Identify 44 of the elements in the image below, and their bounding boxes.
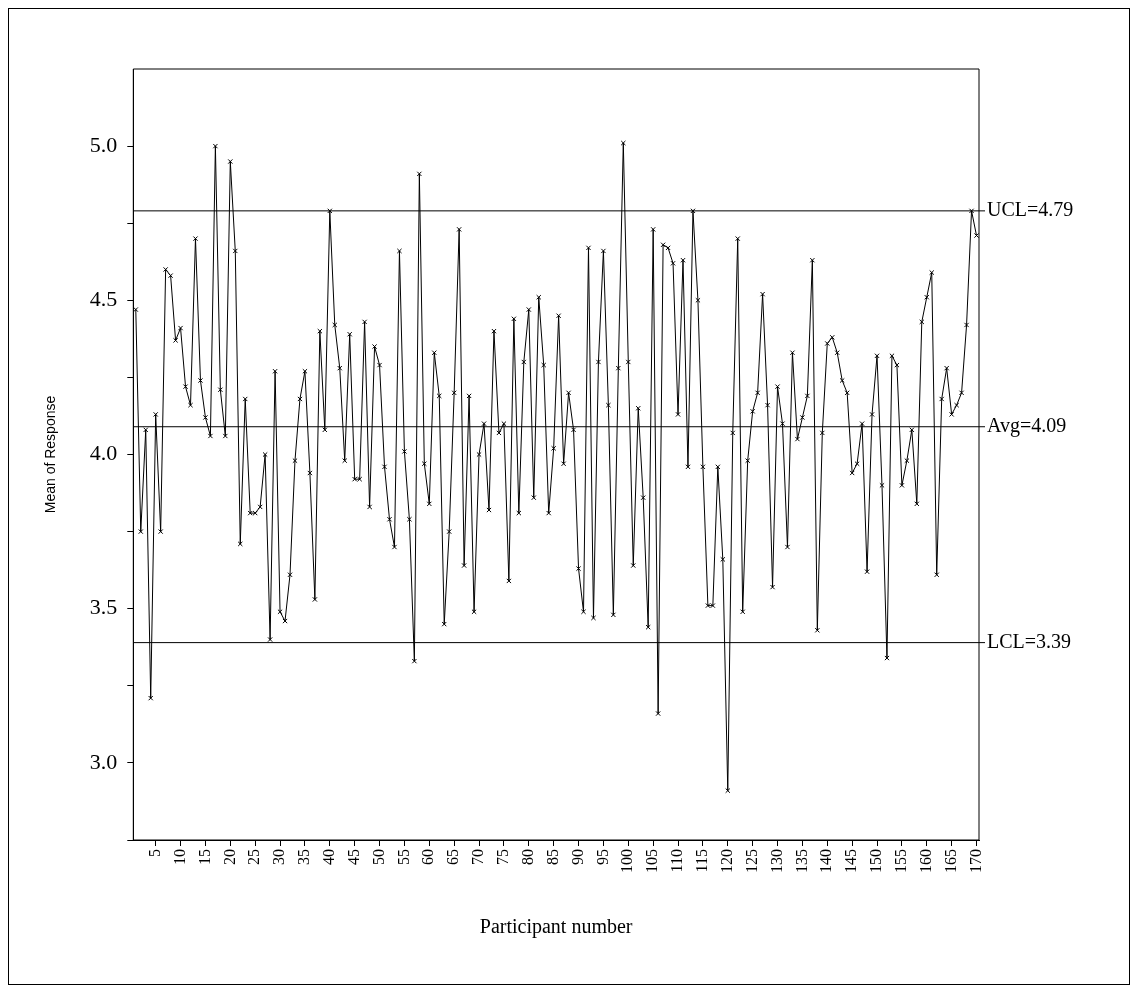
x-tick-label: 170 (966, 849, 984, 873)
ref-line-label: LCL=3.39 (987, 629, 1072, 652)
x-tick-label: 5 (145, 849, 163, 857)
x-tick-label: 90 (568, 849, 586, 865)
x-tick-label: 165 (941, 849, 959, 873)
x-tick-label: 25 (245, 849, 263, 865)
x-tick-label: 135 (792, 849, 810, 873)
x-tick-label: 110 (668, 849, 686, 873)
x-tick-label: 60 (419, 849, 437, 865)
x-tick-label: 115 (693, 849, 711, 873)
x-tick-label: 105 (643, 849, 661, 873)
x-tick-label: 150 (867, 849, 885, 873)
x-tick-label: 30 (270, 849, 288, 865)
x-tick-label: 50 (369, 849, 387, 865)
y-tick-label: 3.5 (89, 594, 118, 620)
x-tick-label: 85 (543, 849, 561, 865)
x-tick-label: 125 (742, 849, 760, 873)
y-axis-title: Mean of Response (42, 395, 59, 514)
x-tick-label: 95 (593, 849, 611, 865)
y-tick-label: 3.0 (89, 748, 118, 774)
x-tick-label: 80 (518, 849, 536, 865)
x-tick-label: 10 (170, 849, 188, 865)
x-tick-label: 120 (717, 849, 735, 873)
x-tick-label: 145 (842, 849, 860, 873)
x-tick-label: 65 (444, 849, 462, 865)
x-tick-label: 70 (469, 849, 487, 865)
x-tick-label: 55 (394, 849, 412, 865)
y-tick-label: 5.0 (89, 131, 118, 157)
y-tick-label: 4.0 (89, 440, 118, 466)
x-tick-label: 155 (892, 849, 910, 873)
ref-line-label: Avg=4.09 (987, 413, 1067, 437)
x-tick-label: 45 (344, 849, 362, 865)
y-tick-label: 4.5 (89, 286, 118, 312)
x-axis-title: Participant number (479, 915, 633, 939)
x-tick-label: 40 (320, 849, 337, 865)
ref-line-label: UCL=4.79 (987, 198, 1074, 221)
x-tick-label: 140 (817, 849, 835, 873)
x-tick-label: 100 (618, 849, 636, 873)
x-tick-label: 130 (767, 849, 785, 873)
x-tick-label: 75 (494, 849, 512, 865)
x-tick-label: 20 (220, 849, 238, 865)
x-tick-label: 35 (295, 849, 313, 865)
x-tick-label: 15 (195, 849, 213, 865)
x-tick-label: 160 (916, 849, 934, 873)
